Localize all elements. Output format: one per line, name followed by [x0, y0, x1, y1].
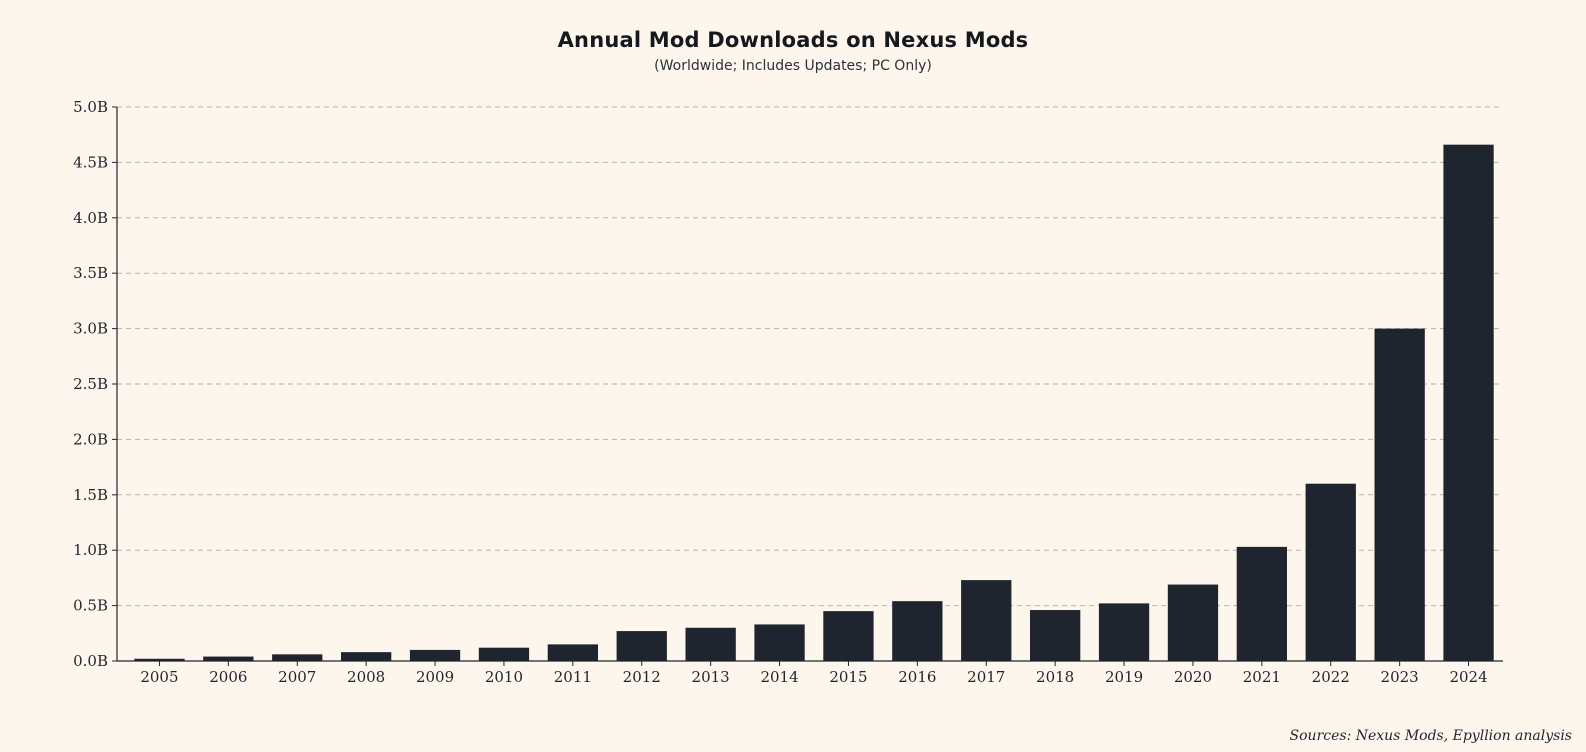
x-tick-label: 2022: [1312, 668, 1350, 686]
y-tick-label: 5.0B: [73, 98, 108, 116]
bar-2009: [409, 649, 461, 661]
bar-2006: [203, 656, 254, 661]
bar-2024: [1443, 144, 1494, 661]
y-tick-label: 2.0B: [73, 430, 108, 448]
source-note: Sources: Nexus Mods, Epyllion analysis: [1289, 728, 1572, 744]
chart-title: Annual Mod Downloads on Nexus Mods: [557, 28, 1029, 52]
chart-subtitle: (Worldwide; Includes Updates; PC Only): [654, 58, 932, 74]
x-tick-label: 2008: [347, 668, 385, 686]
bar-2012: [616, 631, 667, 661]
bar-2010: [478, 647, 530, 661]
bar-2018: [1030, 610, 1081, 661]
bar-2015: [823, 611, 874, 661]
bar-2008: [341, 652, 392, 661]
bar-2005: [134, 658, 185, 661]
x-tick-labels: 2005 2006 2007 2008 2009 2010 2011 2012 2013 2014…: [140, 668, 1487, 686]
bar-2023: [1374, 328, 1425, 661]
x-tick-label: 2013: [692, 668, 730, 686]
x-tick-label: 2007: [278, 668, 316, 686]
y-tick-label: 1.0B: [73, 541, 108, 559]
x-tick-label: 2016: [898, 668, 936, 686]
y-tick-label: 3.5B: [73, 264, 108, 282]
y-tick-label: 4.0B: [73, 209, 108, 227]
x-tick-label: 2017: [967, 668, 1005, 686]
x-tick-label: 2011: [554, 668, 592, 686]
bar-2013: [685, 627, 736, 661]
bar-2021: [1236, 546, 1287, 661]
y-tick-label: 0.5B: [73, 597, 108, 615]
bar-2007: [272, 654, 323, 661]
x-tick-label: 2009: [416, 668, 454, 686]
y-tick-label: 1.5B: [73, 486, 108, 504]
x-tick-label: 2019: [1105, 668, 1143, 686]
gridlines: [117, 106, 1503, 607]
x-tick-label: 2010: [485, 668, 523, 686]
x-tick-label: 2020: [1174, 668, 1212, 686]
bar-2016: [892, 601, 943, 661]
x-tick-label: 2021: [1243, 668, 1281, 686]
x-tick-label: 2006: [209, 668, 247, 686]
bar-2022: [1305, 483, 1356, 661]
y-tick-labels: 0.0B 0.5B 1.0B 1.5B 2.0B 2.5B 3.0B 3.5B 4.0B 4.5B…: [73, 98, 108, 670]
x-tick-label: 2024: [1449, 668, 1487, 686]
bar-2020: [1167, 584, 1219, 661]
x-tick-label: 2018: [1036, 668, 1074, 686]
x-tick-label: 2015: [829, 668, 867, 686]
bar-2019: [1098, 603, 1150, 661]
bars: [134, 144, 1494, 661]
x-tick-label: 2005: [140, 668, 178, 686]
bar-2011: [547, 644, 598, 661]
y-tick-label: 0.0B: [73, 652, 108, 670]
y-tick-label: 2.5B: [73, 375, 108, 393]
x-tick-label: 2014: [760, 668, 798, 686]
x-tick-label: 2023: [1381, 668, 1419, 686]
bar-2017: [961, 580, 1012, 661]
y-tick-label: 3.0B: [73, 320, 108, 338]
x-tick-label: 2012: [623, 668, 661, 686]
axes: [112, 106, 1503, 666]
bar-2014: [754, 624, 805, 661]
y-tick-label: 4.5B: [73, 153, 108, 171]
